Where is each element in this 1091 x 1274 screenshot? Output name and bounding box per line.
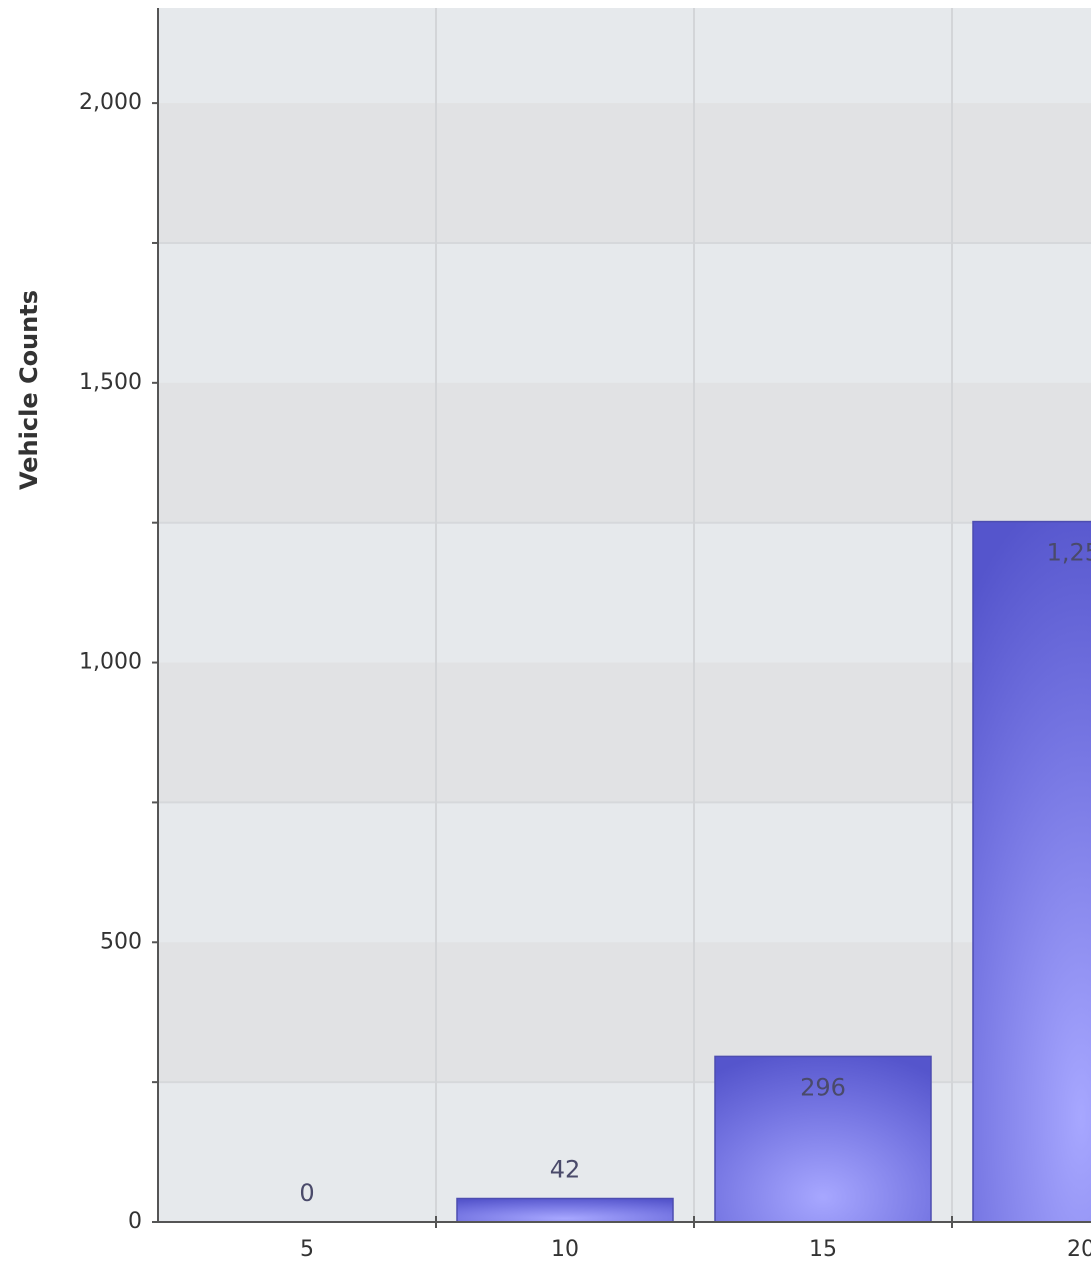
x-tick-label: 5: [300, 1237, 314, 1262]
y-tick-label: 500: [100, 929, 142, 954]
x-tick-label: 10: [551, 1237, 579, 1262]
y-tick-label: 1,000: [79, 650, 142, 675]
value-label: 42: [550, 1156, 581, 1184]
y-tick-label: 2,000: [79, 90, 142, 115]
grid-band: [158, 382, 1091, 523]
x-tick-label: 15: [809, 1237, 837, 1262]
x-tick-label: 20: [1067, 1237, 1091, 1262]
bar: [972, 520, 1091, 1223]
value-label: 0: [299, 1179, 314, 1207]
grid-band: [158, 662, 1091, 803]
value-label: 1,252: [1047, 539, 1091, 567]
bar: [456, 1197, 674, 1223]
grid-band: [158, 103, 1091, 243]
y-axis-title: Vehicle Counts: [15, 290, 43, 490]
y-tick-label: 1,500: [79, 370, 142, 395]
grid-band: [158, 942, 1091, 1083]
y-tick-label: 0: [128, 1209, 142, 1234]
value-label: 296: [800, 1073, 846, 1101]
